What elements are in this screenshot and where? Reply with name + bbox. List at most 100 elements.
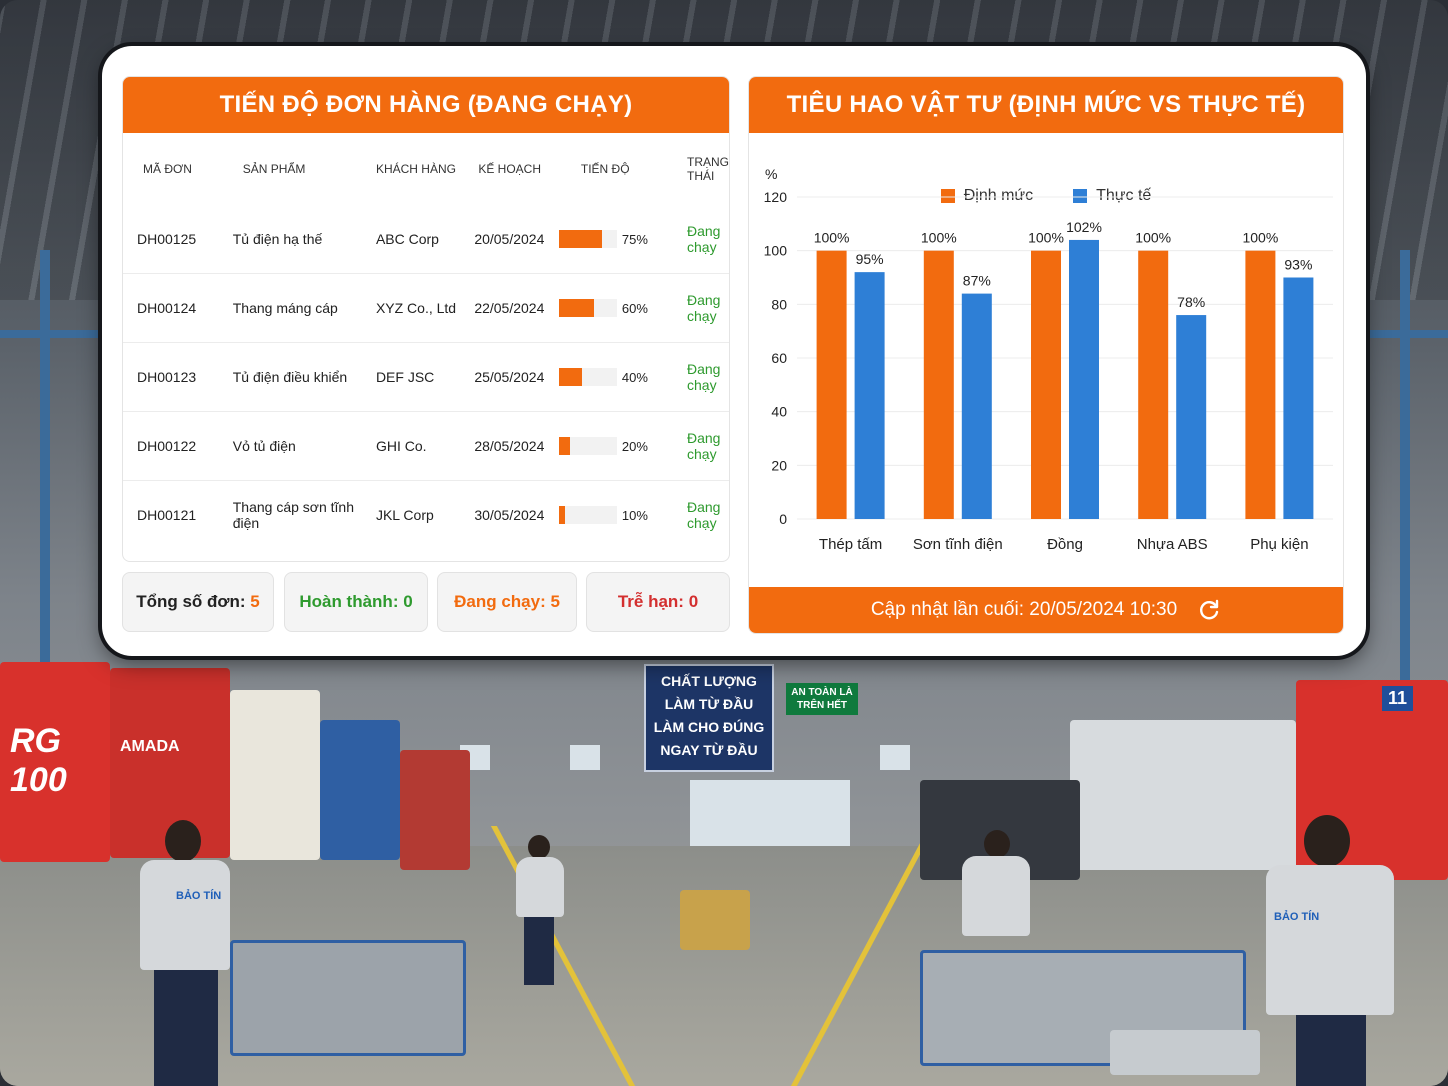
progress-bar-fill bbox=[558, 299, 594, 317]
y-tick-label: 20 bbox=[771, 457, 787, 473]
column-header: TRẠNG THÁI bbox=[687, 155, 729, 183]
bar-value-label: 100% bbox=[1028, 230, 1064, 246]
order-progress: 20% bbox=[558, 411, 687, 481]
column-header: TIẾN ĐỘ bbox=[580, 162, 630, 176]
table-row[interactable]: DH00124 Thang máng cáp XYZ Co., Ltd 22/0… bbox=[123, 273, 729, 343]
worker: BẢO TÍN bbox=[1256, 815, 1406, 1086]
summary-completed[interactable]: Hoàn thành: 0 bbox=[284, 572, 428, 632]
table-row[interactable]: DH00125 Tủ điện hạ thế ABC Corp 20/05/20… bbox=[123, 205, 729, 274]
bar-norm[interactable] bbox=[1031, 250, 1061, 519]
order-id: DH00125 bbox=[137, 231, 197, 247]
bar-norm[interactable] bbox=[1138, 250, 1169, 519]
order-plan-date: 22/05/2024 bbox=[474, 273, 559, 343]
order-progress: 10% bbox=[558, 480, 687, 549]
bar-norm[interactable] bbox=[1245, 250, 1276, 519]
bar-actual[interactable] bbox=[1283, 277, 1314, 520]
legend-label: Thực tế bbox=[1096, 187, 1152, 204]
bar-value-label: 100% bbox=[1242, 230, 1278, 246]
sign-line: CHẤT LƯỢNG bbox=[661, 673, 757, 689]
progress-bar bbox=[558, 368, 617, 386]
legend-item-norm[interactable]: Định mức bbox=[940, 187, 1034, 205]
back-windows bbox=[690, 780, 850, 850]
y-tick-label: 100 bbox=[764, 243, 788, 259]
order-product: Tủ điện hạ thế bbox=[232, 231, 323, 247]
order-product: Vỏ tủ điện bbox=[218, 411, 376, 481]
bar-value-label: 102% bbox=[1066, 219, 1102, 235]
sign-line: NGAY TỪ ĐẦU bbox=[660, 742, 758, 758]
legend-swatch bbox=[940, 189, 955, 203]
summary-late[interactable]: Trễ hạn: 0 bbox=[586, 572, 730, 632]
table-row[interactable]: DH00123 Tủ điện điều khiển DEF JSC 25/05… bbox=[123, 342, 729, 412]
press-machine bbox=[400, 750, 470, 870]
window bbox=[880, 745, 910, 770]
summary-total-label: Tổng số đơn: bbox=[136, 592, 246, 611]
table-row[interactable]: DH00122 Vỏ tủ điện GHI Co. 28/05/2024 20… bbox=[123, 411, 729, 481]
y-tick-label: 60 bbox=[771, 350, 787, 366]
legend-label: Định mức bbox=[963, 187, 1034, 204]
machine-number: 11 bbox=[1382, 686, 1414, 711]
material-cart bbox=[680, 890, 750, 950]
order-id: DH00122 bbox=[123, 411, 219, 481]
materials-bar-chart: % 0 20 40 60 80 100 120 100% 95% Thép tấm 100% 87% Sơ… bbox=[764, 167, 1333, 553]
summary-running[interactable]: Đang chạy: 5 bbox=[437, 572, 577, 632]
progress-bar bbox=[558, 230, 617, 248]
bar-value-label: 93% bbox=[1284, 257, 1312, 273]
legend-item-actual[interactable]: Thực tế bbox=[1073, 187, 1151, 205]
order-status: Đang chạy bbox=[687, 480, 729, 549]
y-tick-label: 40 bbox=[771, 404, 787, 420]
press-machine bbox=[230, 690, 320, 860]
bar-norm[interactable] bbox=[923, 250, 954, 519]
dashboard-card: TIẾN ĐỘ ĐƠN HÀNG (ĐANG CHẠY) MÃ ĐƠN SẢN … bbox=[102, 46, 1366, 656]
order-status: Đang chạy bbox=[687, 273, 729, 343]
y-tick-label: 80 bbox=[771, 296, 787, 312]
bar-actual[interactable] bbox=[854, 272, 885, 519]
table-row[interactable]: DH00121 Thang cáp sơn tĩnh điện JKL Corp… bbox=[123, 480, 729, 549]
order-customer: GHI Co. bbox=[375, 411, 475, 481]
order-customer: ABC Corp bbox=[375, 231, 439, 247]
bar-norm[interactable] bbox=[816, 250, 847, 519]
order-plan-date: 28/05/2024 bbox=[474, 411, 559, 481]
progress-label: 60% bbox=[621, 300, 648, 316]
order-progress: 40% bbox=[558, 342, 687, 412]
quality-sign: CHẤT LƯỢNG LÀM TỪ ĐẦU LÀM CHO ĐÚNG NGAY … bbox=[644, 664, 774, 772]
bar-actual[interactable] bbox=[961, 293, 992, 519]
refresh-icon[interactable] bbox=[1197, 598, 1221, 622]
bar-value-label: 95% bbox=[856, 251, 884, 267]
y-axis-label: % bbox=[765, 167, 777, 182]
order-id: DH00124 bbox=[123, 273, 219, 343]
bar-value-label: 100% bbox=[1135, 230, 1171, 246]
worker bbox=[958, 830, 1034, 950]
order-customer: JKL Corp bbox=[375, 480, 475, 549]
bar-value-label: 100% bbox=[814, 230, 850, 246]
worker: BẢO TÍN bbox=[130, 820, 240, 1086]
bar-actual[interactable] bbox=[1176, 315, 1207, 519]
column-header: KHÁCH HÀNG bbox=[375, 162, 456, 176]
sign-line: LÀM TỪ ĐẦU bbox=[664, 696, 754, 712]
sheet-stack bbox=[1110, 1030, 1260, 1075]
orders-title: TIẾN ĐỘ ĐƠN HÀNG (ĐANG CHẠY) bbox=[123, 77, 729, 133]
x-tick-label: Thép tấm bbox=[819, 536, 882, 553]
column-header: MÃ ĐƠN bbox=[143, 162, 192, 176]
summary-total-value: 5 bbox=[250, 592, 260, 611]
summary-total-orders[interactable]: Tổng số đơn: 5 bbox=[122, 572, 274, 632]
material-cart bbox=[230, 940, 466, 1056]
progress-label: 40% bbox=[621, 369, 648, 385]
x-tick-label: Sơn tĩnh điện bbox=[913, 536, 1003, 553]
order-product: Thang cáp sơn tĩnh điện bbox=[218, 480, 376, 549]
order-plan-date: 25/05/2024 bbox=[474, 342, 559, 412]
bar-actual[interactable] bbox=[1069, 239, 1099, 519]
materials-title: TIÊU HAO VẬT TƯ (ĐỊNH MỨC VS THỰC TẾ) bbox=[749, 77, 1343, 133]
order-plan-date: 20/05/2024 bbox=[474, 231, 545, 247]
sign-line: LÀM CHO ĐÚNG bbox=[653, 719, 765, 735]
column-header: SẢN PHẨM bbox=[242, 162, 306, 176]
order-id: DH00121 bbox=[123, 480, 219, 549]
y-tick-label: 0 bbox=[779, 511, 787, 527]
y-tick-label: 120 bbox=[764, 189, 788, 205]
order-product: Tủ điện điều khiển bbox=[218, 342, 376, 412]
order-progress: 60% bbox=[558, 273, 687, 343]
machine-brand-label: AMADA bbox=[120, 738, 180, 755]
order-id: DH00123 bbox=[123, 342, 219, 412]
x-tick-label: Nhựa ABS bbox=[1137, 536, 1208, 553]
progress-bar-fill bbox=[558, 506, 565, 524]
order-status: Đang chạy bbox=[687, 342, 729, 412]
